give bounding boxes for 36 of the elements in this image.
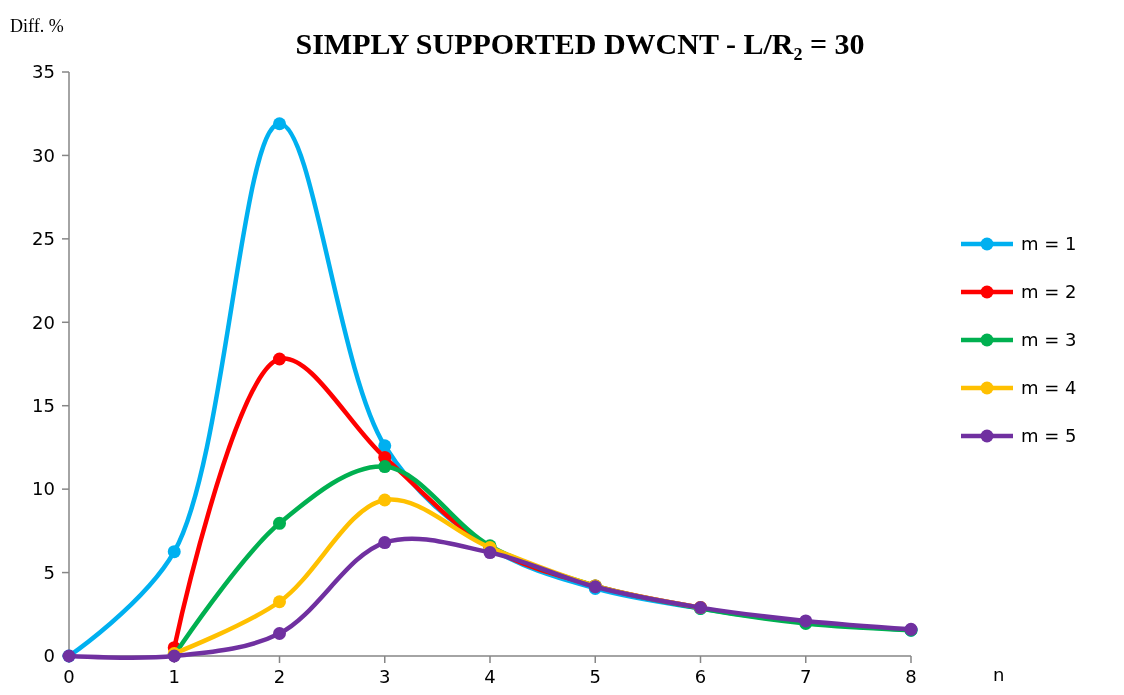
point bbox=[378, 536, 392, 550]
point bbox=[483, 546, 497, 560]
legend-label: m = 2 bbox=[1021, 281, 1077, 303]
legend-label: m = 4 bbox=[1021, 377, 1077, 399]
x-tick-label: 7 bbox=[800, 666, 812, 687]
y-tick-label: 20 bbox=[32, 311, 55, 333]
y-tick-label: 0 bbox=[43, 645, 55, 667]
point bbox=[167, 545, 181, 559]
point bbox=[273, 626, 286, 640]
x-tick-label: 4 bbox=[484, 666, 496, 687]
x-tick-label: 0 bbox=[63, 666, 75, 687]
x-tick-label: 3 bbox=[379, 666, 391, 687]
point bbox=[273, 352, 286, 366]
legend-label: m = 5 bbox=[1021, 425, 1077, 447]
point bbox=[273, 595, 286, 609]
point bbox=[378, 460, 392, 474]
y-tick-label: 5 bbox=[43, 561, 55, 583]
y-tick-label: 10 bbox=[32, 478, 55, 500]
x-tick-label: 5 bbox=[589, 666, 601, 687]
y-tick-label: 15 bbox=[32, 395, 55, 417]
legend-label: m = 3 bbox=[1021, 329, 1077, 351]
point bbox=[378, 439, 392, 453]
x-tick-label: 8 bbox=[905, 666, 917, 687]
y-tick-label: 35 bbox=[32, 61, 55, 83]
chart-title: SIMPLY SUPPORTED DWCNT - L/R₂ = 30 bbox=[295, 27, 865, 60]
legend-label: m = 1 bbox=[1021, 233, 1077, 255]
x-tick-label: 1 bbox=[168, 666, 180, 687]
y-axis-title: Diff. % bbox=[10, 16, 64, 36]
point bbox=[378, 493, 392, 507]
x-axis-title: n bbox=[993, 664, 1005, 685]
x-tick-label: 6 bbox=[694, 666, 707, 687]
y-tick-label: 25 bbox=[32, 228, 55, 250]
x-tick-label: 2 bbox=[273, 666, 286, 687]
point bbox=[273, 117, 286, 131]
point bbox=[273, 516, 286, 530]
y-tick-label: 30 bbox=[32, 144, 55, 166]
